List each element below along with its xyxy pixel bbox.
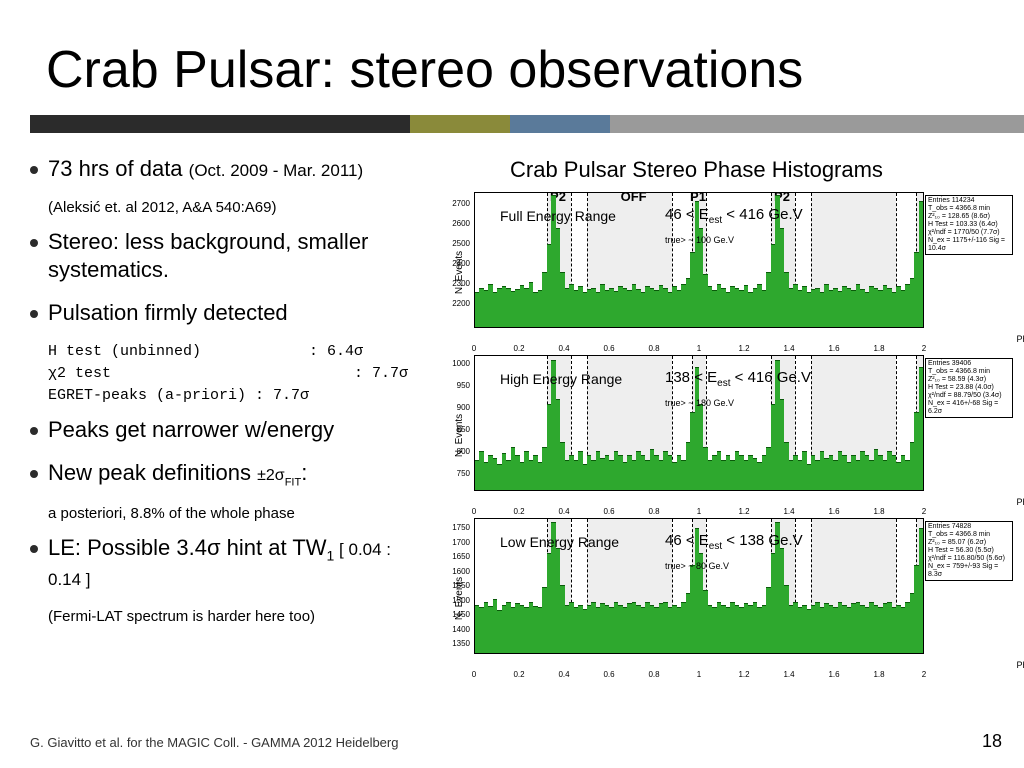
page-title: Crab Pulsar: stereo observations	[46, 40, 803, 100]
bullet-3-sub2: χ2 test : 7.7σ	[48, 364, 420, 384]
stats-box: Entries 74828T_obs = 4366.8 minZ²₁₀ = 85…	[925, 521, 1013, 581]
stats-box: Entries 114234T_obs = 4366.8 minZ²₁₀ = 1…	[925, 195, 1013, 255]
bullet-6a: LE: Possible 3.4σ hint at TW	[48, 535, 327, 560]
bullet-dot-icon	[30, 310, 38, 318]
y-ticks: 220023002400250026002700	[450, 192, 472, 328]
x-axis-label: Phase	[1016, 334, 1024, 344]
region-dash	[923, 519, 924, 653]
y-ticks: 135014001450150015501600165017001750	[450, 518, 472, 654]
right-title: Crab Pulsar Stereo Phase Histograms	[510, 157, 883, 183]
bullet-2: Stereo: less background, smaller systema…	[30, 228, 420, 285]
y-ticks: 7508008509009501000	[450, 355, 472, 491]
bullet-dot-icon	[30, 239, 38, 247]
bullet-5d: :	[301, 460, 307, 485]
bullet-3: Pulsation firmly detected	[30, 299, 420, 328]
bullet-3-text: Pulsation firmly detected	[48, 299, 288, 328]
bullet-2-text: Stereo: less background, smaller systema…	[48, 228, 420, 285]
region-dash	[923, 193, 924, 327]
bullet-6: LE: Possible 3.4σ hint at TW1 [ 0.04 : 0…	[30, 534, 420, 593]
energy-annotation: 46 < Eest < 138 Ge.Vtrue> ~ 80 Ge.V	[665, 530, 803, 575]
header-band	[30, 115, 1024, 133]
chart-area: N. Events220023002400250026002700P2OFFP1…	[424, 188, 1020, 678]
chart-panel-2: N. Events1350140014501500155016001650170…	[452, 514, 1016, 672]
panel-annotation: Full Energy Range	[500, 208, 616, 226]
region-dash	[923, 356, 924, 490]
bullet-6-sub: (Fermi-LAT spectrum is harder here too)	[48, 607, 420, 627]
bullet-1-small: (Oct. 2009 - Mar. 2011)	[189, 161, 363, 180]
x-axis-label: Phase	[1016, 497, 1024, 507]
bullet-5a: New peak definitions	[48, 460, 257, 485]
bullet-dot-icon	[30, 166, 38, 174]
band-dark	[30, 115, 410, 133]
bullet-dot-icon	[30, 427, 38, 435]
chart-panel-0: N. Events220023002400250026002700P2OFFP1…	[452, 188, 1016, 346]
band-grey	[610, 115, 1024, 133]
stats-box: Entries 39406T_obs = 4366.8 minZ²₁₀ = 58…	[925, 358, 1013, 418]
page-number: 18	[982, 731, 1002, 752]
panel-annotation: Low Energy Range	[500, 534, 619, 552]
energy-annotation: 46 < Eest < 416 Ge.Vtrue> ~ 100 Ge.V	[665, 204, 803, 249]
bullet-dot-icon	[30, 545, 38, 553]
bullet-1-sub: (Aleksić et. al 2012, A&A 540:A69)	[48, 198, 420, 218]
energy-annotation: 138 < Eest < 416 Ge.Vtrue> ~ 180 Ge.V	[665, 367, 811, 412]
band-blue	[510, 115, 610, 133]
bullet-5b: ±2σ	[257, 467, 285, 484]
bullet-1: 73 hrs of data (Oct. 2009 - Mar. 2011)	[30, 155, 420, 184]
chart-panel-1: N. Events7508008509009501000Entries 3940…	[452, 351, 1016, 509]
bullet-4: Peaks get narrower w/energy	[30, 416, 420, 445]
bullet-5: New peak definitions ±2σFIT:	[30, 459, 420, 490]
bullet-3-sub1: H test (unbinned) : 6.4σ	[48, 342, 420, 362]
bullet-3-sub3: EGRET-peaks (a-priori) : 7.7σ	[48, 386, 420, 406]
bullet-4-text: Peaks get narrower w/energy	[48, 416, 334, 445]
panel-annotation: High Energy Range	[500, 371, 622, 389]
band-olive	[410, 115, 510, 133]
bullet-1-main: 73 hrs of data	[48, 156, 189, 181]
x-axis-label: Phase	[1016, 660, 1024, 670]
bullet-5c: FIT	[285, 476, 302, 488]
left-column: 73 hrs of data (Oct. 2009 - Mar. 2011) (…	[30, 155, 420, 637]
footer: G. Giavitto et al. for the MAGIC Coll. -…	[30, 735, 398, 750]
bullet-5-sub: a posteriori, 8.8% of the whole phase	[48, 504, 420, 524]
bullet-dot-icon	[30, 470, 38, 478]
